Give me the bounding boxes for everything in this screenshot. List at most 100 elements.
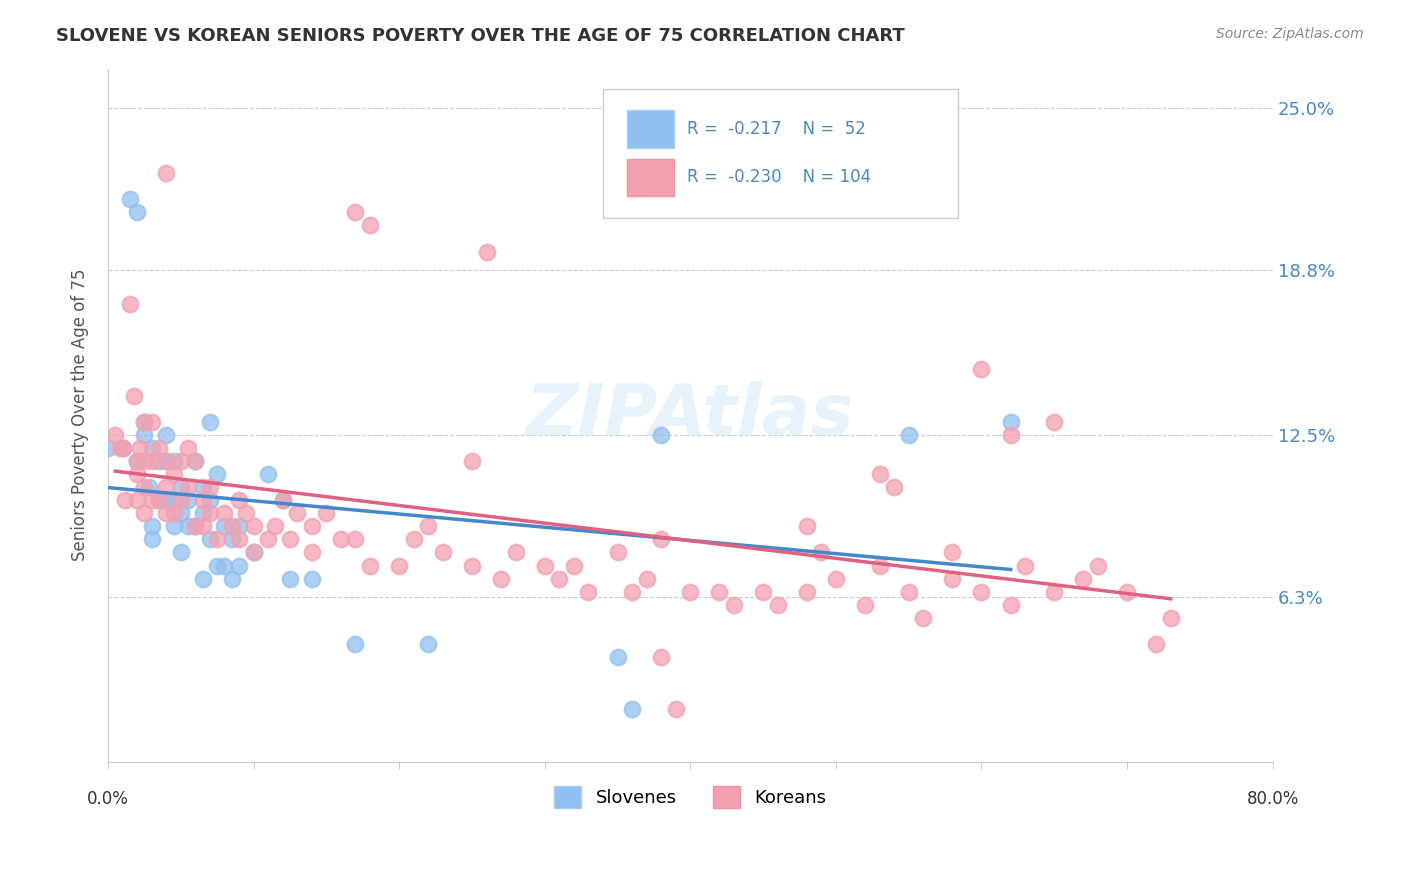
Point bbox=[155, 480, 177, 494]
Point bbox=[941, 545, 963, 559]
Point bbox=[170, 545, 193, 559]
Point bbox=[221, 572, 243, 586]
Point bbox=[141, 415, 163, 429]
Point bbox=[155, 454, 177, 468]
Text: Source: ZipAtlas.com: Source: ZipAtlas.com bbox=[1216, 27, 1364, 41]
Point bbox=[475, 244, 498, 259]
Point bbox=[1014, 558, 1036, 573]
Point bbox=[127, 454, 149, 468]
Point bbox=[141, 454, 163, 468]
Point bbox=[141, 493, 163, 508]
Point bbox=[228, 533, 250, 547]
Point bbox=[198, 493, 221, 508]
Point bbox=[162, 519, 184, 533]
Text: ZIPAtlas: ZIPAtlas bbox=[526, 381, 855, 450]
Point bbox=[205, 467, 228, 481]
Point bbox=[418, 519, 440, 533]
Point bbox=[221, 519, 243, 533]
Point bbox=[148, 493, 170, 508]
Point bbox=[752, 584, 775, 599]
Point bbox=[127, 205, 149, 219]
Point bbox=[97, 441, 120, 455]
Point bbox=[228, 558, 250, 573]
Point bbox=[177, 441, 200, 455]
Point bbox=[344, 637, 367, 651]
Point bbox=[271, 493, 294, 508]
FancyBboxPatch shape bbox=[627, 159, 673, 196]
Point bbox=[1043, 415, 1066, 429]
Point bbox=[127, 454, 149, 468]
FancyBboxPatch shape bbox=[627, 110, 673, 147]
Point bbox=[228, 493, 250, 508]
Point bbox=[155, 493, 177, 508]
Point bbox=[388, 558, 411, 573]
Point bbox=[134, 506, 156, 520]
Point bbox=[184, 454, 207, 468]
Point bbox=[301, 572, 323, 586]
Point bbox=[301, 519, 323, 533]
Point bbox=[665, 702, 688, 716]
Point bbox=[162, 454, 184, 468]
Point bbox=[118, 297, 141, 311]
Point bbox=[221, 533, 243, 547]
Point bbox=[242, 519, 264, 533]
Point bbox=[285, 506, 308, 520]
Point bbox=[562, 558, 585, 573]
Point bbox=[883, 480, 905, 494]
Point bbox=[257, 467, 280, 481]
Point bbox=[242, 545, 264, 559]
Point bbox=[278, 572, 301, 586]
Point bbox=[505, 545, 527, 559]
Point bbox=[461, 558, 484, 573]
Point bbox=[162, 493, 184, 508]
Point bbox=[242, 545, 264, 559]
Point bbox=[1000, 415, 1022, 429]
Point bbox=[796, 519, 818, 533]
Point bbox=[548, 572, 571, 586]
Point bbox=[278, 533, 301, 547]
Point bbox=[155, 166, 177, 180]
Point bbox=[134, 454, 156, 468]
Point bbox=[170, 493, 193, 508]
Point bbox=[214, 519, 236, 533]
Point bbox=[148, 493, 170, 508]
Point bbox=[148, 454, 170, 468]
Point bbox=[344, 205, 367, 219]
Point bbox=[228, 519, 250, 533]
Text: R =  -0.217    N =  52: R = -0.217 N = 52 bbox=[686, 120, 866, 138]
Point bbox=[134, 480, 156, 494]
Point bbox=[533, 558, 555, 573]
Point bbox=[118, 192, 141, 206]
Point bbox=[214, 506, 236, 520]
Point bbox=[170, 480, 193, 494]
Point bbox=[796, 584, 818, 599]
Point bbox=[679, 584, 702, 599]
Point bbox=[177, 519, 200, 533]
Point bbox=[155, 454, 177, 468]
Point bbox=[650, 427, 672, 442]
Legend: Slovenes, Koreans: Slovenes, Koreans bbox=[547, 779, 834, 815]
Point bbox=[108, 441, 131, 455]
Point bbox=[1043, 584, 1066, 599]
Point bbox=[191, 493, 214, 508]
Point bbox=[912, 611, 935, 625]
Text: R =  -0.230    N = 104: R = -0.230 N = 104 bbox=[686, 169, 870, 186]
Y-axis label: Seniors Poverty Over the Age of 75: Seniors Poverty Over the Age of 75 bbox=[72, 268, 89, 561]
Point bbox=[198, 480, 221, 494]
Point bbox=[344, 533, 367, 547]
Point bbox=[134, 415, 156, 429]
Point bbox=[198, 506, 221, 520]
Point bbox=[1160, 611, 1182, 625]
Point bbox=[825, 572, 848, 586]
Point bbox=[329, 533, 352, 547]
Point bbox=[162, 506, 184, 520]
Point bbox=[1144, 637, 1167, 651]
Point bbox=[111, 441, 134, 455]
Point bbox=[869, 467, 891, 481]
Point bbox=[489, 572, 512, 586]
Point bbox=[134, 415, 156, 429]
Point bbox=[432, 545, 454, 559]
Point bbox=[1087, 558, 1109, 573]
Point bbox=[461, 454, 484, 468]
FancyBboxPatch shape bbox=[603, 89, 959, 218]
